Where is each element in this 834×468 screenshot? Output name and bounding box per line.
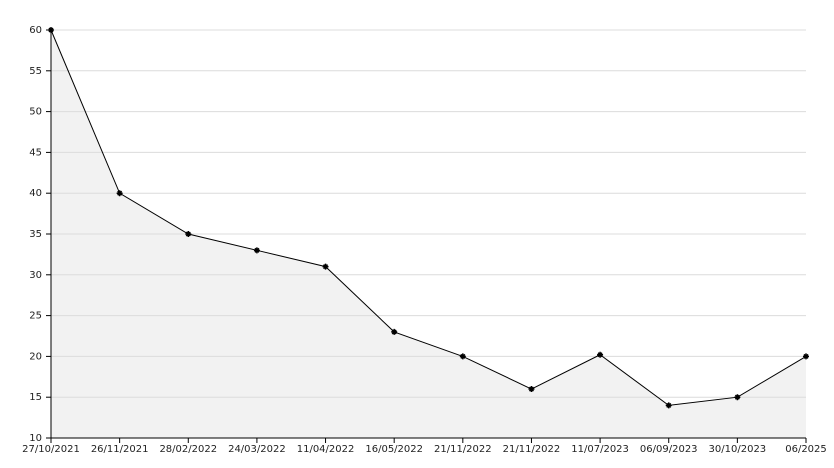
y-tick-label: 10 — [29, 433, 42, 444]
x-tick-label: 21/11/2022 — [434, 444, 492, 455]
marker — [391, 328, 398, 335]
marker — [459, 353, 466, 360]
y-tick-label: 55 — [29, 66, 42, 77]
marker — [48, 27, 54, 33]
marker — [665, 402, 672, 409]
y-tick-label: 50 — [29, 107, 42, 118]
x-tick-label: 28/02/2022 — [159, 444, 217, 455]
marker — [322, 263, 329, 270]
y-tick-label: 25 — [29, 311, 42, 322]
x-tick-label: 21/11/2022 — [503, 444, 561, 455]
x-tick-label: 06/09/2023 — [640, 444, 698, 455]
y-tick-label: 40 — [29, 188, 42, 199]
marker — [185, 231, 192, 237]
line — [50, 29, 807, 406]
y-tick-label: 45 — [29, 147, 42, 158]
x-tick-label: 11/04/2022 — [297, 444, 355, 455]
y-tick-label: 20 — [29, 351, 42, 362]
marker — [803, 353, 809, 360]
marker — [597, 351, 604, 358]
x-tick-label: 26/11/2021 — [91, 444, 149, 455]
marker — [528, 386, 535, 393]
y-tick-label: 35 — [29, 229, 42, 240]
marker — [116, 190, 123, 197]
y-tick-label: 30 — [29, 270, 42, 281]
marker — [734, 394, 741, 401]
area — [51, 30, 806, 438]
x-tick-label: 11/07/2023 — [571, 444, 629, 455]
x-tick-label: 27/10/2021 — [22, 444, 80, 455]
x-tick-label: 24/03/2022 — [228, 444, 286, 455]
marker — [253, 247, 260, 254]
y-tick-label: 15 — [29, 392, 42, 403]
x-tick-label: 06/2025 — [785, 444, 827, 455]
x-tick-label: 16/05/2022 — [365, 444, 423, 455]
x-tick-label: 30/10/2023 — [709, 444, 767, 455]
y-tick-label: 60 — [29, 25, 42, 36]
